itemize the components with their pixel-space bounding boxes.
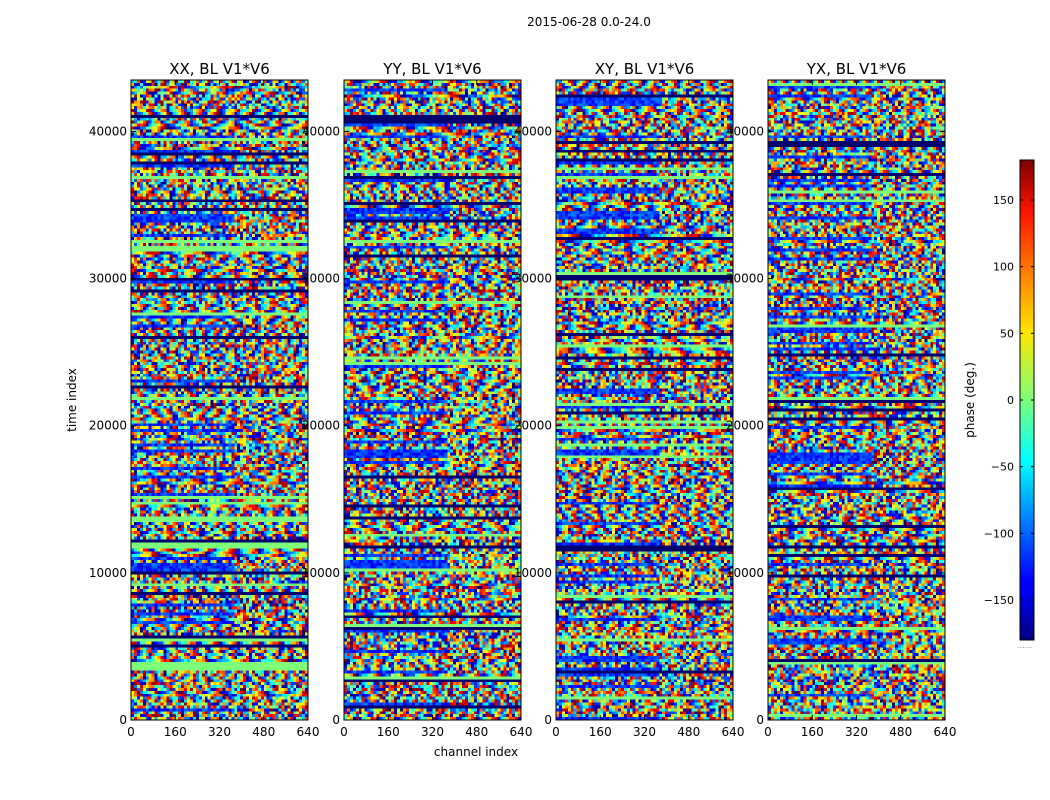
panel-1-heatmap xyxy=(131,80,308,720)
panel-1: XX, BL V1*V6 0 160 320 480 640 0 10000 20000 3000… xyxy=(89,60,320,739)
y-tick-label: 30000 xyxy=(302,272,340,286)
panel-2: YY, BL V1*V6 0 160 320 480 640 0 10000 20000 3000… xyxy=(302,60,533,739)
colorbar-tick-label: 50 xyxy=(1000,327,1014,340)
x-axis-label: channel index xyxy=(434,745,518,759)
x-tick-label: 320 xyxy=(421,725,444,739)
y-tick-label: 20000 xyxy=(302,419,340,433)
y-axis-label: time index xyxy=(65,368,79,432)
panel-2-heatmap xyxy=(344,80,521,720)
colorbar-tick-label: 100 xyxy=(993,261,1014,274)
x-tick-label: 640 xyxy=(297,725,320,739)
y-tick-label: 0 xyxy=(119,713,127,727)
colorbar-tick-label: −100 xyxy=(984,527,1014,540)
x-tick-label: 320 xyxy=(633,725,656,739)
panel-4-title: YX, BL V1*V6 xyxy=(806,60,907,78)
x-tick-label: 640 xyxy=(722,725,745,739)
x-tick-label: 480 xyxy=(252,725,275,739)
y-tick-label: 30000 xyxy=(726,272,764,286)
colorbar-footer: ...... xyxy=(1017,641,1032,650)
y-tick-label: 20000 xyxy=(89,419,127,433)
panel-3-title: XY, BL V1*V6 xyxy=(595,60,695,78)
y-tick-label: 20000 xyxy=(726,419,764,433)
panel-3: XY, BL V1*V6 0 160 320 480 640 0 10000 20000 3000… xyxy=(514,60,745,739)
x-tick-label: 480 xyxy=(889,725,912,739)
colorbar-label: phase (deg.) xyxy=(963,362,977,438)
x-tick-label: 480 xyxy=(677,725,700,739)
colorbar-tick-label: −150 xyxy=(984,594,1014,607)
y-tick-label: 0 xyxy=(756,713,764,727)
y-tick-label: 10000 xyxy=(89,566,127,580)
figure-suptitle: 2015-06-28 0.0-24.0 xyxy=(527,15,651,29)
panel-4: YX, BL V1*V6 0 160 320 480 640 0 10000 20000 3000… xyxy=(726,60,957,739)
colorbar-tick-label: −50 xyxy=(991,461,1014,474)
x-tick-label: 160 xyxy=(164,725,187,739)
x-tick-label: 0 xyxy=(127,725,135,739)
x-tick-label: 640 xyxy=(510,725,533,739)
panels: XX, BL V1*V6 0 160 320 480 640 0 10000 20000 3000… xyxy=(89,60,957,739)
x-tick-label: 160 xyxy=(801,725,824,739)
colorbar-tick-label: 150 xyxy=(993,194,1014,207)
y-tick-label: 30000 xyxy=(89,272,127,286)
x-tick-label: 0 xyxy=(552,725,560,739)
colorbar-tick-label: 0 xyxy=(1007,394,1014,407)
panel-4-heatmap xyxy=(768,80,945,720)
y-tick-label: 40000 xyxy=(726,124,764,138)
panel-1-title: XX, BL V1*V6 xyxy=(169,60,270,78)
y-tick-label: 10000 xyxy=(302,566,340,580)
y-tick-label: 10000 xyxy=(514,566,552,580)
y-tick-label: 30000 xyxy=(514,272,552,286)
panel-3-heatmap xyxy=(556,80,733,720)
colorbar: phase (deg.) ...... 150 100 50 0 −50 −100 −150 xyxy=(963,159,1035,650)
y-tick-label: 0 xyxy=(332,713,340,727)
x-tick-label: 160 xyxy=(589,725,612,739)
x-tick-label: 320 xyxy=(208,725,231,739)
x-tick-label: 160 xyxy=(377,725,400,739)
y-tick-label: 0 xyxy=(544,713,552,727)
x-tick-label: 0 xyxy=(764,725,772,739)
y-tick-label: 40000 xyxy=(89,124,127,138)
x-tick-label: 640 xyxy=(934,725,957,739)
x-tick-label: 480 xyxy=(465,725,488,739)
y-tick-label: 20000 xyxy=(514,419,552,433)
y-tick-label: 40000 xyxy=(514,124,552,138)
x-tick-label: 320 xyxy=(845,725,868,739)
x-tick-label: 0 xyxy=(340,725,348,739)
y-tick-label: 40000 xyxy=(302,124,340,138)
y-tick-label: 10000 xyxy=(726,566,764,580)
panel-2-title: YY, BL V1*V6 xyxy=(382,60,481,78)
